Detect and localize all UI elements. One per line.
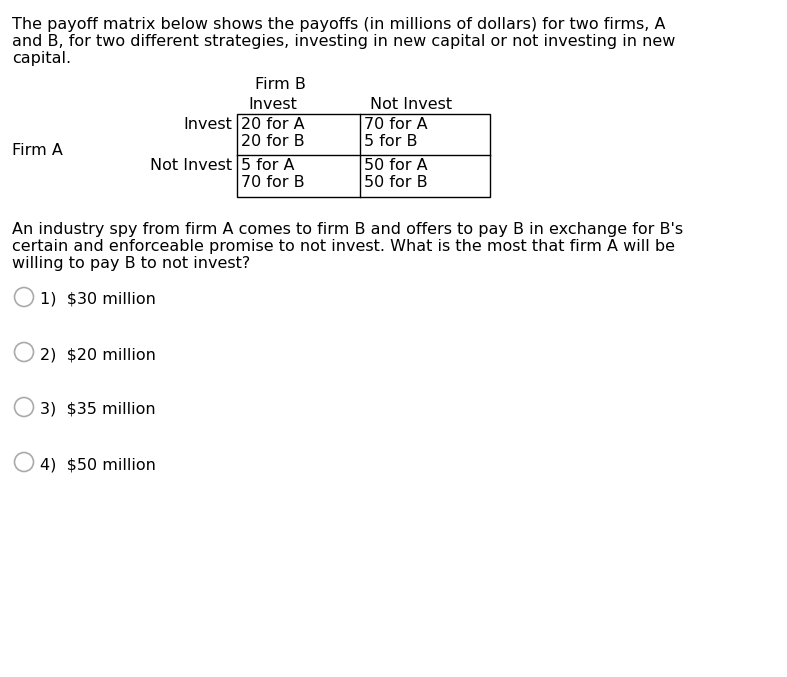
Circle shape: [14, 452, 34, 471]
Text: Firm A: Firm A: [12, 143, 63, 158]
Circle shape: [14, 288, 34, 307]
Text: 2)  $20 million: 2) $20 million: [39, 347, 155, 362]
Text: 70 for A: 70 for A: [364, 117, 427, 132]
Text: 5 for B: 5 for B: [364, 134, 417, 149]
Text: 20 for B: 20 for B: [241, 134, 305, 149]
Text: willing to pay B to not invest?: willing to pay B to not invest?: [12, 256, 250, 271]
Text: The payoff matrix below shows the payoffs (in millions of dollars) for two firms: The payoff matrix below shows the payoff…: [12, 17, 666, 32]
Circle shape: [14, 397, 34, 416]
Text: 20 for A: 20 for A: [241, 117, 305, 132]
Bar: [237, 114, 490, 197]
Text: certain and enforceable promise to not invest. What is the most that firm A will: certain and enforceable promise to not i…: [12, 239, 675, 254]
Text: Not Invest: Not Invest: [370, 97, 452, 112]
Text: 4)  $50 million: 4) $50 million: [39, 457, 155, 472]
Text: capital.: capital.: [12, 51, 71, 66]
Text: 70 for B: 70 for B: [241, 175, 305, 190]
Text: and B, for two different strategies, investing in new capital or not investing i: and B, for two different strategies, inv…: [12, 34, 675, 49]
Text: Firm B: Firm B: [255, 77, 306, 92]
Text: Invest: Invest: [183, 117, 232, 132]
Circle shape: [14, 343, 34, 362]
Text: 50 for B: 50 for B: [364, 175, 427, 190]
Text: 50 for A: 50 for A: [364, 158, 427, 173]
Text: 3)  $35 million: 3) $35 million: [39, 402, 155, 417]
Text: Not Invest: Not Invest: [150, 158, 232, 173]
Text: 1)  $30 million: 1) $30 million: [39, 292, 155, 307]
Text: Invest: Invest: [248, 97, 297, 112]
Text: An industry spy from firm A comes to firm B and offers to pay B in exchange for : An industry spy from firm A comes to fir…: [12, 222, 683, 237]
Text: 5 for A: 5 for A: [241, 158, 294, 173]
